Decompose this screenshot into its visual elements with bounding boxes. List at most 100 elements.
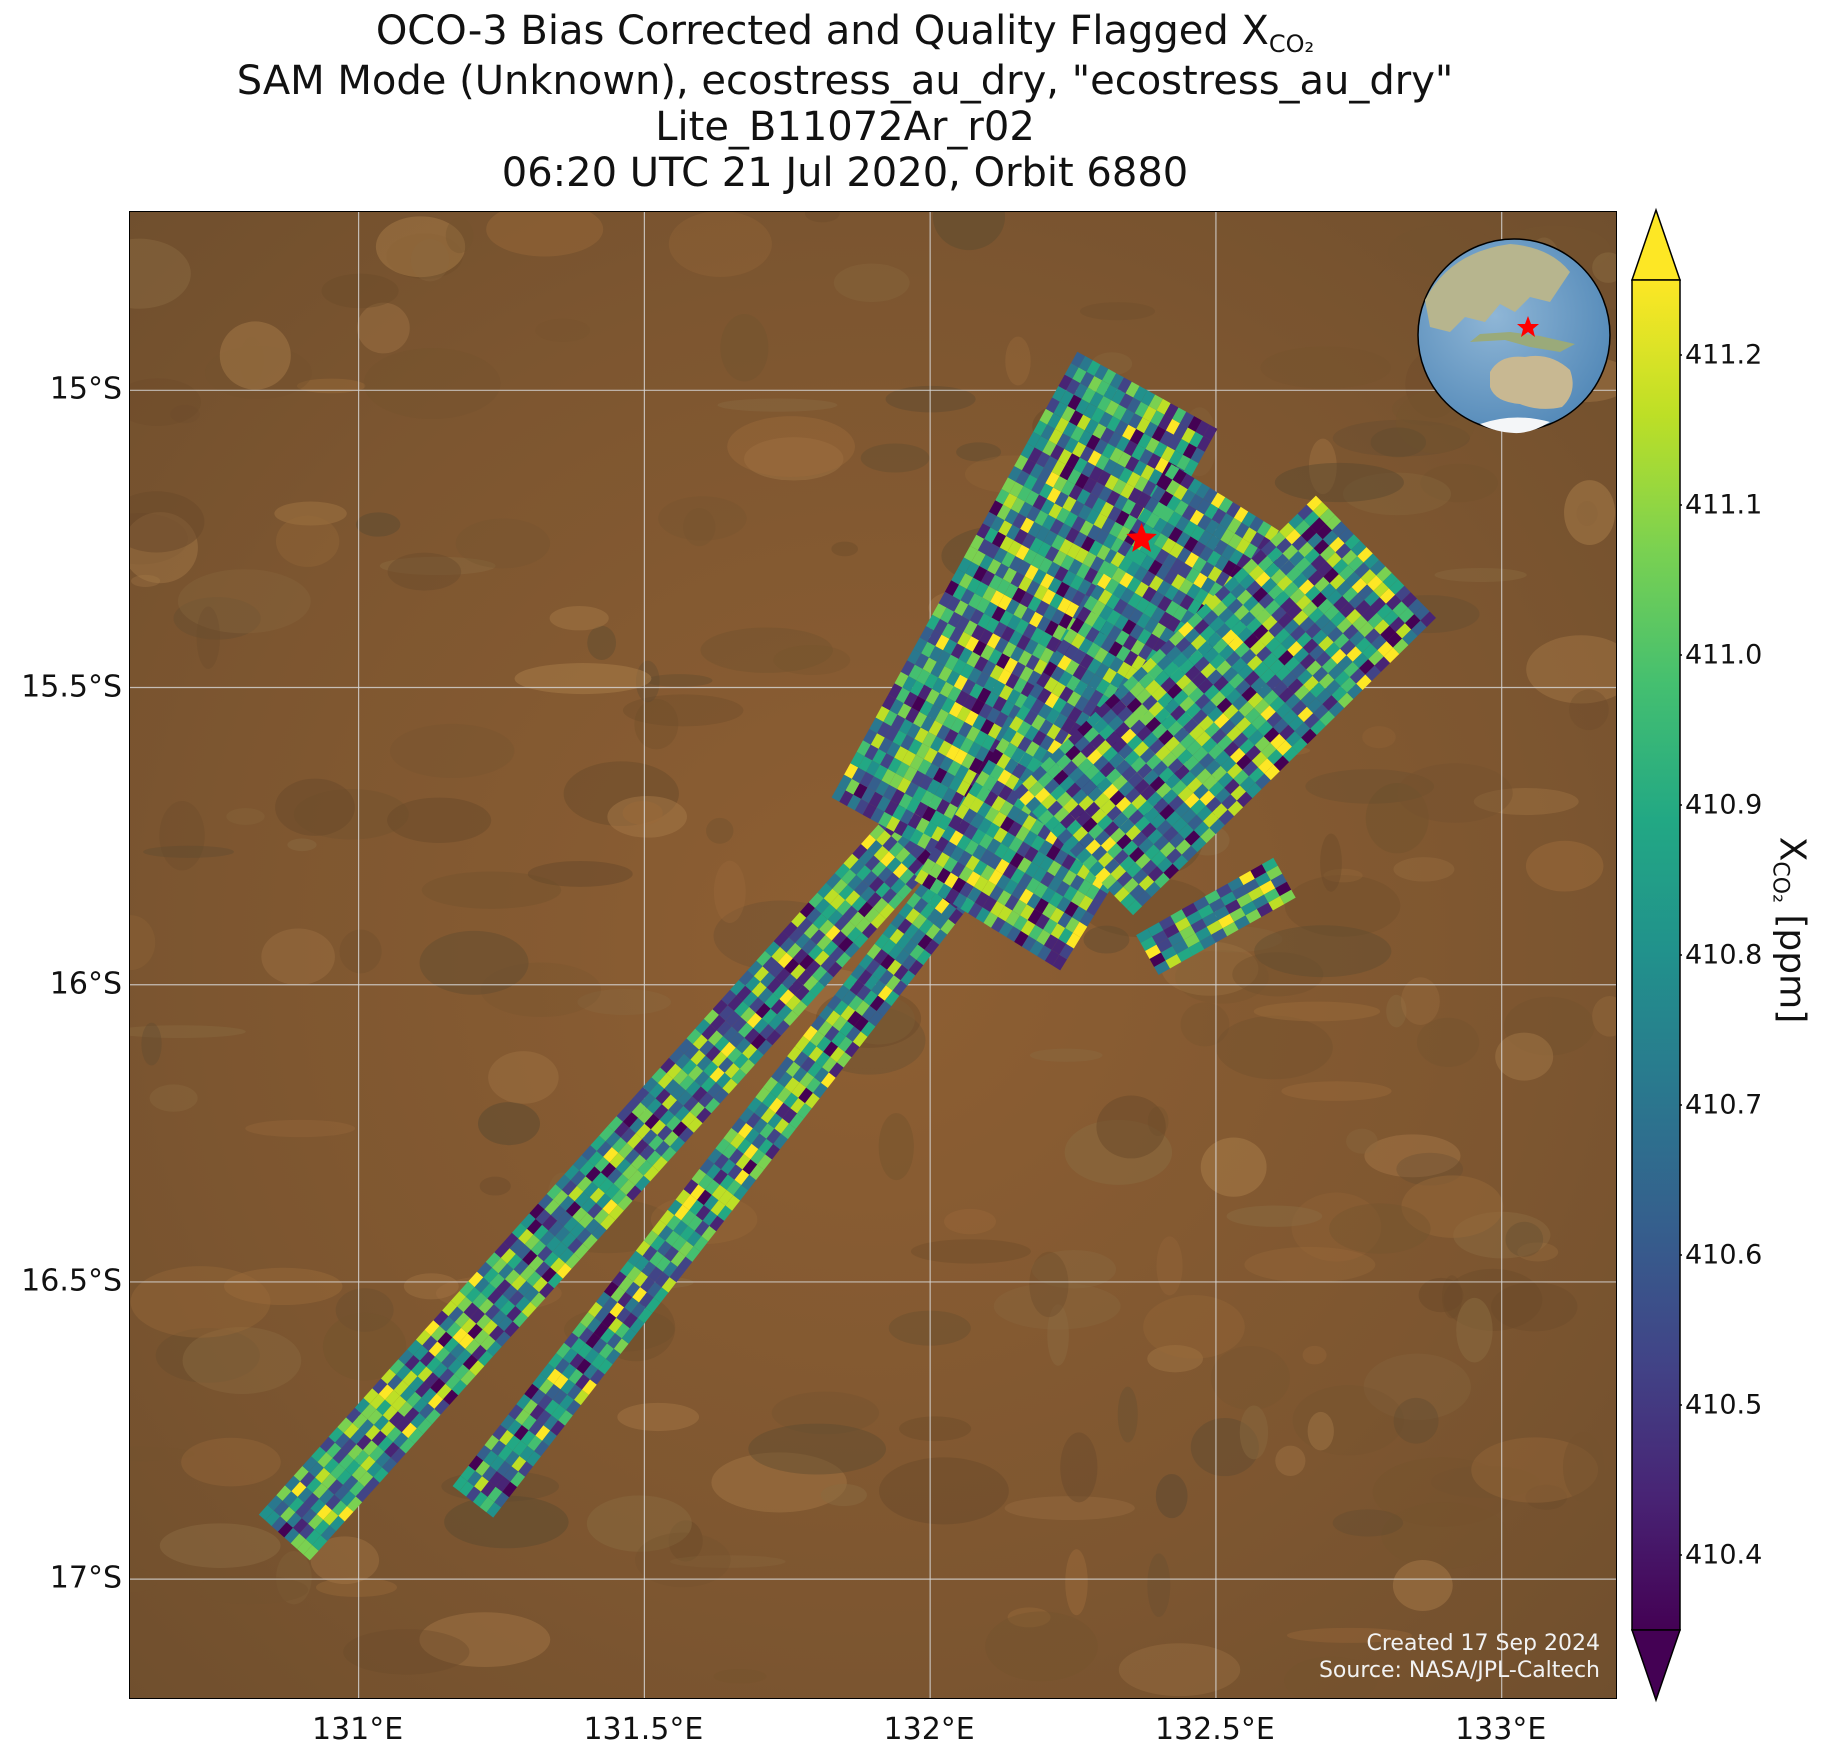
xco2-cell	[1081, 684, 1096, 701]
xco2-cell	[935, 852, 950, 868]
xco2-cell	[817, 882, 833, 899]
xco2-cell	[1148, 701, 1164, 717]
xco2-cell	[1020, 920, 1036, 936]
xco2-cell	[282, 1491, 298, 1507]
xco2-cell	[526, 1451, 541, 1467]
xco2-cell	[1065, 745, 1081, 761]
terrain-patch	[486, 212, 604, 257]
xco2-cell	[701, 1225, 717, 1242]
xco2-cell	[363, 1388, 379, 1404]
xco2-cell	[901, 954, 917, 971]
xco2-cell	[902, 676, 917, 692]
xco2-cell	[917, 934, 933, 950]
map-panel[interactable]: Created 17 Sep 2024 Source: NASA/JPL-Cal…	[129, 211, 1617, 1699]
xco2-cell	[866, 892, 882, 908]
terrain-patch	[831, 541, 858, 557]
xco2-cell	[1227, 800, 1244, 817]
terrain-patch	[1029, 1048, 1103, 1062]
xco2-cell	[633, 1271, 649, 1287]
xco2-cell	[936, 724, 951, 741]
xco2-cell	[952, 658, 967, 675]
xco2-cell	[982, 896, 997, 912]
xco2-cell	[1088, 861, 1105, 877]
xco2-cell	[592, 1338, 608, 1354]
xco2-cell	[1038, 557, 1053, 574]
xco2-cell	[488, 1471, 504, 1487]
xco2-cell	[1208, 744, 1224, 760]
xco2-cell	[1210, 492, 1226, 509]
xco2-cell	[908, 858, 924, 875]
xco2-cell	[888, 683, 903, 699]
xco2-cell	[928, 863, 944, 879]
xco2-cell	[955, 819, 971, 835]
xco2-cell	[670, 1084, 686, 1101]
xco2-cell	[460, 1465, 476, 1482]
xco2-cell	[1301, 526, 1317, 542]
xco2-cell	[1131, 655, 1146, 672]
xco2-cell	[944, 580, 959, 596]
xco2-cell	[1205, 534, 1221, 551]
xco2-cell	[1075, 473, 1090, 489]
xco2-cell	[1298, 579, 1315, 595]
xco2-cell	[1017, 486, 1032, 502]
xco2-cell	[1266, 711, 1283, 728]
xco2-cell	[548, 1220, 564, 1237]
xco2-cell	[990, 901, 1005, 917]
xco2-cell	[1026, 506, 1041, 522]
xco2-cell	[1267, 584, 1284, 600]
xco2-cell	[535, 1209, 551, 1225]
xco2-cell	[1121, 498, 1136, 515]
xco2-cell	[731, 1117, 747, 1134]
xco2-cell	[1022, 458, 1037, 475]
xco2-cell	[1123, 514, 1138, 531]
xco2-cell	[1109, 447, 1124, 464]
xco2-cell	[978, 833, 994, 850]
xco2-cell	[773, 983, 789, 999]
terrain-patch	[419, 1612, 551, 1668]
terrain-patch	[713, 860, 746, 924]
xco2-cell	[864, 744, 879, 761]
xco2-cell	[1401, 592, 1417, 608]
xco2-cell	[1084, 611, 1099, 627]
xco2-cell	[1004, 758, 1019, 774]
xco2-cell	[965, 561, 980, 578]
xco2-cell	[927, 630, 942, 646]
xco2-cell	[531, 1240, 547, 1256]
xco2-cell	[801, 1041, 817, 1057]
xco2-cell	[1032, 568, 1047, 585]
xco2-cell	[1145, 633, 1160, 650]
xco2-cell	[969, 608, 984, 625]
xco2-cell	[1205, 594, 1222, 611]
xco2-cell	[729, 1148, 744, 1165]
xco2-cell	[1281, 634, 1297, 650]
xco2-cell	[1028, 521, 1043, 538]
xco2-cell	[1057, 655, 1072, 671]
xco2-cell	[1066, 691, 1082, 707]
xco2-cell	[478, 1298, 494, 1314]
xco2-cell	[1221, 544, 1236, 561]
xco2-cell	[1189, 431, 1204, 448]
xco2-cell	[1094, 830, 1111, 846]
xco2-cell	[940, 771, 955, 788]
xco2-cell	[1108, 715, 1124, 731]
xco2-cell	[1316, 523, 1332, 540]
xco2-cell	[1288, 513, 1304, 529]
xco2-cell	[611, 1137, 627, 1153]
xco2-cell	[515, 1296, 531, 1312]
xco2-cell	[479, 1496, 495, 1513]
xco2-cell	[1089, 733, 1106, 749]
xco2-cell	[1167, 434, 1182, 451]
xco2-cell	[1218, 809, 1235, 826]
xco2-cell	[972, 640, 987, 657]
xco2-cell	[990, 780, 1006, 796]
xco2-cell	[503, 1466, 519, 1482]
xco2-cell	[1154, 457, 1169, 474]
xco2-cell	[655, 1088, 671, 1105]
xco2-cell	[466, 1486, 481, 1502]
xco2-cell	[1040, 871, 1055, 888]
terrain-patch	[196, 606, 220, 669]
xco2-cell	[1158, 490, 1174, 507]
xco2-cell	[922, 874, 937, 890]
xco2-cell	[1034, 787, 1051, 804]
xco2-cell	[1156, 819, 1173, 836]
